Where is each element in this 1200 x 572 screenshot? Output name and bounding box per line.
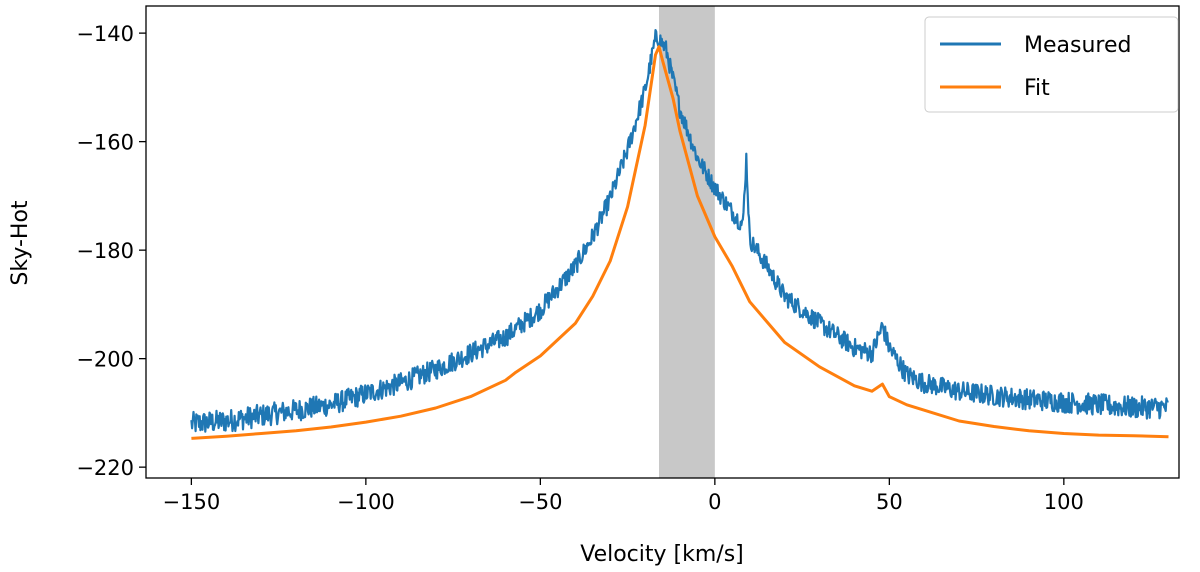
y-tick-label: −140 (76, 22, 134, 46)
y-axis-label: Sky-Hot (8, 200, 33, 285)
legend: Measured Fit (924, 16, 1179, 113)
legend-label-fit: Fit (1024, 76, 1050, 101)
x-tick-label: 50 (876, 490, 903, 514)
legend-label-measured: Measured (1024, 33, 1131, 58)
x-tick-label: −50 (518, 490, 562, 514)
y-tick-label: −200 (76, 348, 134, 372)
plot-frame (145, 5, 1180, 479)
x-axis-label: Velocity [km/s] (580, 542, 744, 567)
x-tick-label: 100 (1044, 490, 1084, 514)
series-line-measured (190, 29, 1169, 433)
series-line-fit (191, 45, 1169, 440)
y-tick-label: −180 (76, 239, 134, 263)
y-tick-label: −220 (76, 456, 134, 480)
x-tick-label: 0 (708, 490, 721, 514)
x-tick-label: −150 (163, 490, 221, 514)
legend-frame (924, 16, 1179, 113)
x-tick-label: −100 (337, 490, 395, 514)
y-tick-label: −160 (76, 131, 134, 155)
